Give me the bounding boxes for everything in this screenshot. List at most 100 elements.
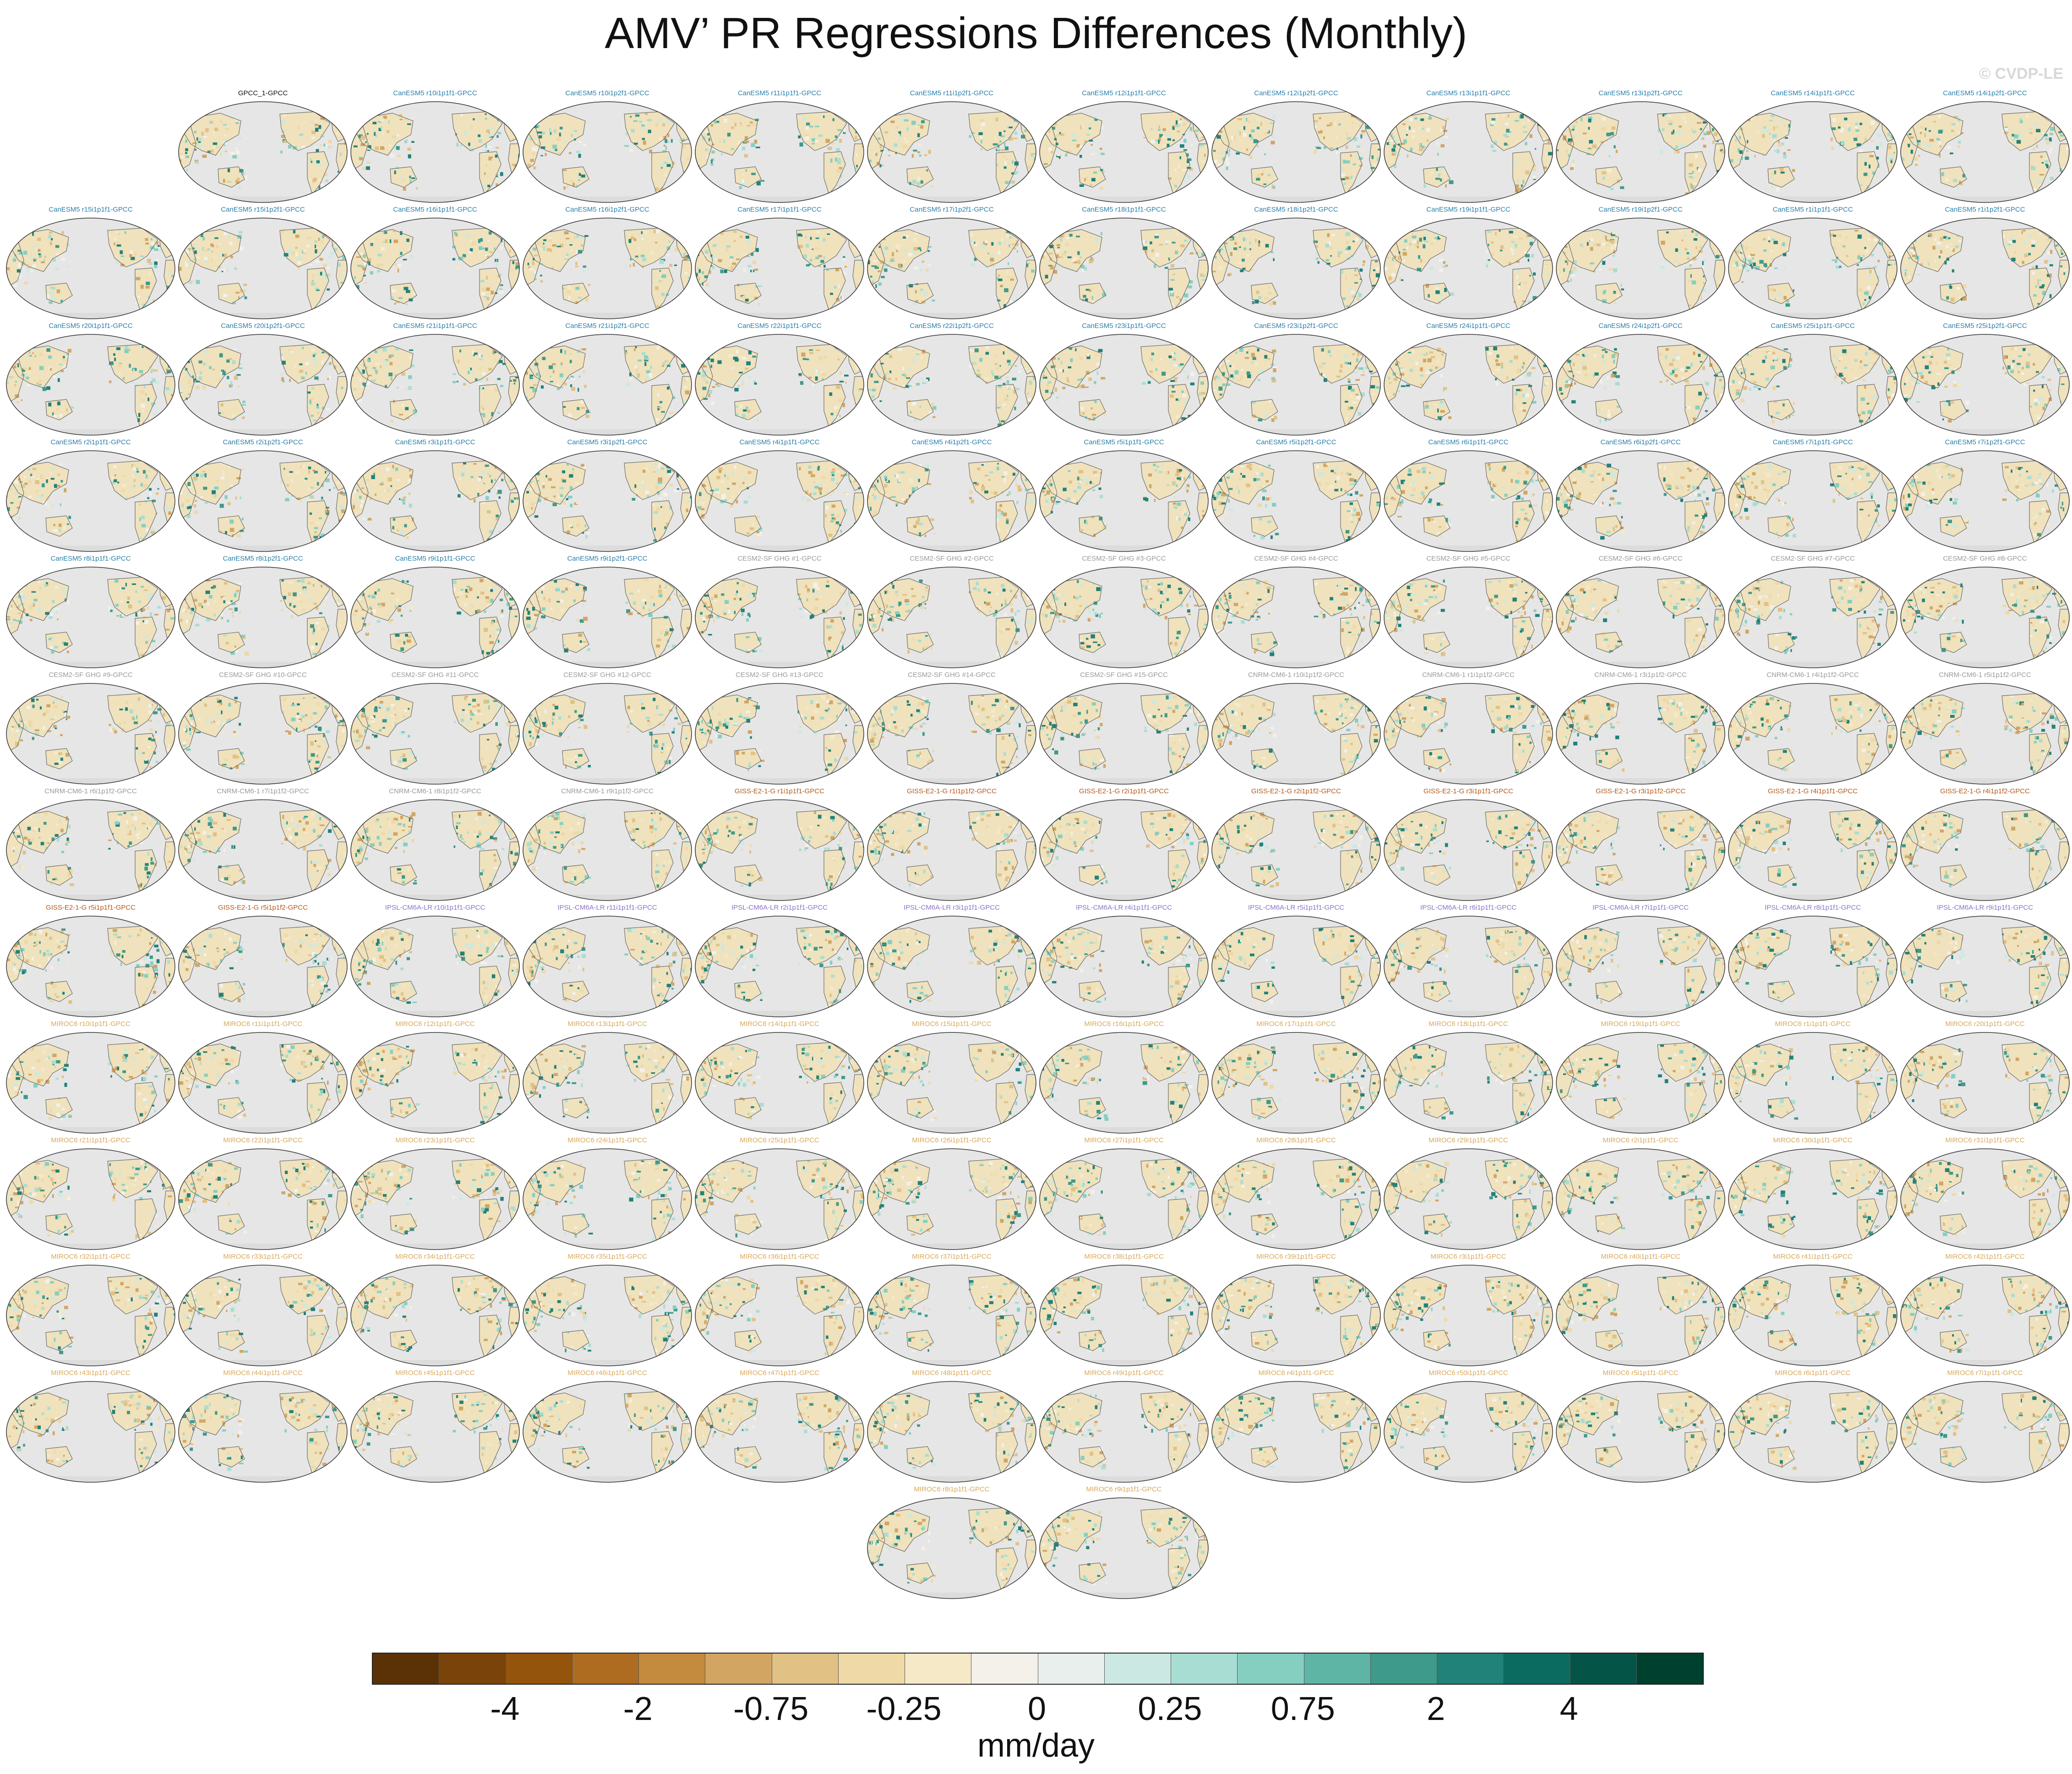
global-map bbox=[1211, 1032, 1381, 1134]
panel-title: CanESM5 r7i1p2f1-GPCC bbox=[1899, 438, 2071, 447]
map-panel: CanESM5 r10i1p2f1-GPCC bbox=[521, 89, 693, 204]
map-panel: CanESM5 r6i1p2f1-GPCC bbox=[1554, 438, 1727, 553]
map-panel: GISS-E2-1-G r1i1p1f2-GPCC bbox=[866, 787, 1038, 902]
map-panel: MIROC6 r41i1p1f1-GPCC bbox=[1727, 1253, 1899, 1367]
map-panel: CanESM5 r25i1p1f1-GPCC bbox=[1727, 322, 1899, 437]
panel-title: MIROC6 r11i1p1f1-GPCC bbox=[177, 1020, 349, 1028]
map-panel: CanESM5 r23i1p1f1-GPCC bbox=[1038, 322, 1210, 437]
panel-title: MIROC6 r1i1p1f1-GPCC bbox=[1727, 1020, 1899, 1028]
map-panel: MIROC6 r37i1p1f1-GPCC bbox=[866, 1253, 1038, 1367]
panel-title: MIROC6 r33i1p1f1-GPCC bbox=[177, 1253, 349, 1261]
global-map bbox=[1900, 101, 2070, 203]
global-map bbox=[350, 101, 520, 203]
map-panel: CanESM5 r9i1p1f1-GPCC bbox=[349, 555, 521, 669]
global-map bbox=[1211, 101, 1381, 203]
global-map bbox=[1900, 799, 2070, 901]
panel-title: MIROC6 r42i1p1f1-GPCC bbox=[1899, 1253, 2071, 1261]
map-panel: MIROC6 r44i1p1f1-GPCC bbox=[177, 1369, 349, 1484]
global-map bbox=[1556, 567, 1725, 668]
map-panel: MIROC6 r38i1p1f1-GPCC bbox=[1038, 1253, 1210, 1367]
global-map bbox=[1384, 334, 1553, 436]
map-panel: MIROC6 r25i1p1f1-GPCC bbox=[693, 1136, 866, 1251]
colorbar-cell bbox=[439, 1654, 506, 1684]
global-map bbox=[350, 916, 520, 1017]
global-map bbox=[350, 1381, 520, 1483]
panel-title: CanESM5 r16i1p2f1-GPCC bbox=[521, 206, 693, 214]
global-map bbox=[1384, 1032, 1553, 1134]
map-panel: MIROC6 r43i1p1f1-GPCC bbox=[5, 1369, 177, 1484]
panel-title: MIROC6 r29i1p1f1-GPCC bbox=[1382, 1136, 1554, 1145]
global-map bbox=[1728, 218, 1898, 319]
global-map bbox=[1211, 334, 1381, 436]
colorbar-cell bbox=[1038, 1654, 1105, 1684]
global-map bbox=[1728, 101, 1898, 203]
map-panel: CanESM5 r8i1p2f1-GPCC bbox=[177, 555, 349, 669]
global-map bbox=[1900, 334, 2070, 436]
map-panel: CanESM5 r12i1p2f1-GPCC bbox=[1210, 89, 1382, 204]
map-panel: CanESM5 r9i1p2f1-GPCC bbox=[521, 555, 693, 669]
map-panel: MIROC6 r28i1p1f1-GPCC bbox=[1210, 1136, 1382, 1251]
global-map bbox=[867, 1265, 1036, 1366]
global-map bbox=[1900, 1265, 2070, 1366]
panel-title: CanESM5 r1i1p2f1-GPCC bbox=[1899, 206, 2071, 214]
panel-title: GISS-E2-1-G r1i1p1f1-GPCC bbox=[693, 787, 866, 796]
global-map bbox=[867, 218, 1036, 319]
global-map bbox=[6, 1265, 175, 1366]
map-panel: CESM2-SF GHG #10-GPCC bbox=[177, 671, 349, 786]
global-map bbox=[1211, 916, 1381, 1017]
colorbar-cell bbox=[1504, 1654, 1570, 1684]
global-map bbox=[1211, 450, 1381, 552]
global-map bbox=[695, 683, 864, 785]
panel-title: CanESM5 r6i1p2f1-GPCC bbox=[1554, 438, 1727, 447]
map-panel: MIROC6 r14i1p1f1-GPCC bbox=[693, 1020, 866, 1135]
panel-title: CanESM5 r20i1p2f1-GPCC bbox=[177, 322, 349, 330]
colorbar-cell bbox=[1370, 1654, 1437, 1684]
map-panel: CNRM-CM6-1 r6i1p1f2-GPCC bbox=[5, 787, 177, 902]
global-map bbox=[867, 1381, 1036, 1483]
map-panel: MIROC6 r22i1p1f1-GPCC bbox=[177, 1136, 349, 1251]
map-panel: GISS-E2-1-G r4i1p1f1-GPCC bbox=[1727, 787, 1899, 902]
panel-title: MIROC6 r39i1p1f1-GPCC bbox=[1210, 1253, 1382, 1261]
map-panel: MIROC6 r10i1p1f1-GPCC bbox=[5, 1020, 177, 1135]
global-map bbox=[6, 916, 175, 1017]
map-panel: MIROC6 r32i1p1f1-GPCC bbox=[5, 1253, 177, 1367]
panel-title: CESM2-SF GHG #12-GPCC bbox=[521, 671, 693, 679]
global-map bbox=[1039, 1148, 1209, 1250]
panel-title: MIROC6 r17i1p1f1-GPCC bbox=[1210, 1020, 1382, 1028]
global-map bbox=[1900, 1032, 2070, 1134]
panel-title: MIROC6 r20i1p1f1-GPCC bbox=[1899, 1020, 2071, 1028]
panel-title: CanESM5 r1i1p1f1-GPCC bbox=[1727, 206, 1899, 214]
colorbar-tick-label: -2 bbox=[592, 1690, 684, 1728]
panel-title: CESM2-SF GHG #10-GPCC bbox=[177, 671, 349, 679]
map-panel: MIROC6 r16i1p1f1-GPCC bbox=[1038, 1020, 1210, 1135]
panel-title: CanESM5 r23i1p1f1-GPCC bbox=[1038, 322, 1210, 330]
panel-title: CanESM5 r21i1p2f1-GPCC bbox=[521, 322, 693, 330]
global-map bbox=[1900, 1381, 2070, 1483]
global-map bbox=[350, 799, 520, 901]
global-map bbox=[1728, 916, 1898, 1017]
panel-title: MIROC6 r48i1p1f1-GPCC bbox=[866, 1369, 1038, 1377]
global-map bbox=[350, 334, 520, 436]
map-panel: CESM2-SF GHG #2-GPCC bbox=[866, 555, 1038, 669]
panel-title: MIROC6 r23i1p1f1-GPCC bbox=[349, 1136, 521, 1145]
global-map bbox=[1900, 916, 2070, 1017]
map-panel: GISS-E2-1-G r5i1p1f2-GPCC bbox=[177, 904, 349, 1018]
panel-title: CanESM5 r15i1p2f1-GPCC bbox=[177, 206, 349, 214]
panel-title: CNRM-CM6-1 r5i1p1f2-GPCC bbox=[1899, 671, 2071, 679]
global-map bbox=[1728, 1032, 1898, 1134]
panel-title: CESM2-SF GHG #11-GPCC bbox=[349, 671, 521, 679]
colorbar-tick-label: -4 bbox=[459, 1690, 551, 1728]
map-panel: CanESM5 r17i1p2f1-GPCC bbox=[866, 206, 1038, 320]
map-panel: MIROC6 r3i1p1f1-GPCC bbox=[1382, 1253, 1554, 1367]
global-map bbox=[523, 101, 692, 203]
global-map bbox=[695, 218, 864, 319]
global-map bbox=[695, 1148, 864, 1250]
map-panel: MIROC6 r4i1p1f1-GPCC bbox=[1210, 1369, 1382, 1484]
colorbar-cell bbox=[1104, 1654, 1171, 1684]
panel-title: CanESM5 r18i1p2f1-GPCC bbox=[1210, 206, 1382, 214]
colorbar-cell bbox=[1437, 1654, 1504, 1684]
map-panel: CanESM5 r15i1p2f1-GPCC bbox=[177, 206, 349, 320]
global-map bbox=[1556, 1148, 1725, 1250]
global-map bbox=[1039, 218, 1209, 319]
map-panel: CanESM5 r18i1p1f1-GPCC bbox=[1038, 206, 1210, 320]
